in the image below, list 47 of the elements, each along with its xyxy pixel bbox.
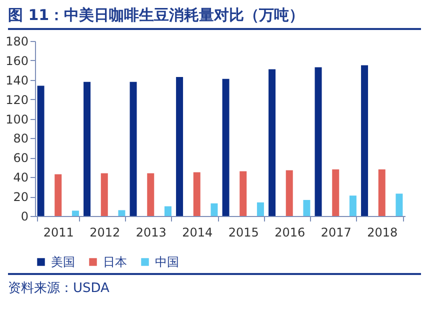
bar (72, 210, 79, 216)
bar (37, 86, 44, 216)
bar (222, 78, 230, 216)
x-tick-label: 2011 (43, 226, 74, 240)
bar (147, 173, 154, 216)
y-tick-label: 120 (6, 92, 28, 107)
bar (378, 169, 386, 216)
bar (176, 76, 184, 216)
y-tick-label: 100 (6, 112, 28, 126)
legend-label: 美国 (51, 255, 75, 269)
y-tick-label: 80 (13, 132, 28, 146)
bar (54, 174, 62, 216)
bar (332, 169, 340, 216)
y-tick-label: 140 (6, 73, 28, 88)
bar (240, 171, 247, 216)
bar (303, 200, 310, 216)
x-tick-label: 2018 (367, 226, 398, 240)
y-tick-label: 40 (13, 170, 28, 185)
bar (349, 196, 356, 216)
bar (100, 173, 108, 216)
y-tick-label: 60 (13, 151, 28, 166)
x-tick-label: 2014 (182, 226, 213, 240)
bar (210, 203, 218, 216)
x-tick-label: 2015 (228, 226, 259, 240)
y-tick-label: 160 (6, 54, 28, 68)
bar (164, 206, 172, 216)
legend-label: 中国 (155, 255, 179, 269)
bar (193, 172, 200, 216)
chart-title: 图 11：中美日咖啡生豆消耗量对比（万吨） (8, 6, 421, 30)
bar (361, 65, 368, 216)
y-tick-label: 0 (20, 210, 28, 224)
x-tick-label: 2013 (136, 226, 166, 240)
bar (84, 82, 91, 216)
bar (286, 170, 293, 216)
text: 资料来源：USDA (8, 273, 421, 297)
bar (118, 210, 126, 216)
y-tick-label: 20 (13, 190, 28, 204)
x-tick-label: 2017 (320, 226, 352, 240)
x-tick-label: 2012 (90, 226, 120, 240)
y-tick-label: 180 (6, 34, 28, 48)
bar (268, 69, 276, 216)
bar (396, 194, 403, 216)
bar (314, 67, 322, 216)
legend-label: 日本 (103, 255, 127, 269)
x-tick-label: 2016 (274, 226, 306, 240)
bar (130, 82, 137, 216)
bar (256, 202, 264, 216)
